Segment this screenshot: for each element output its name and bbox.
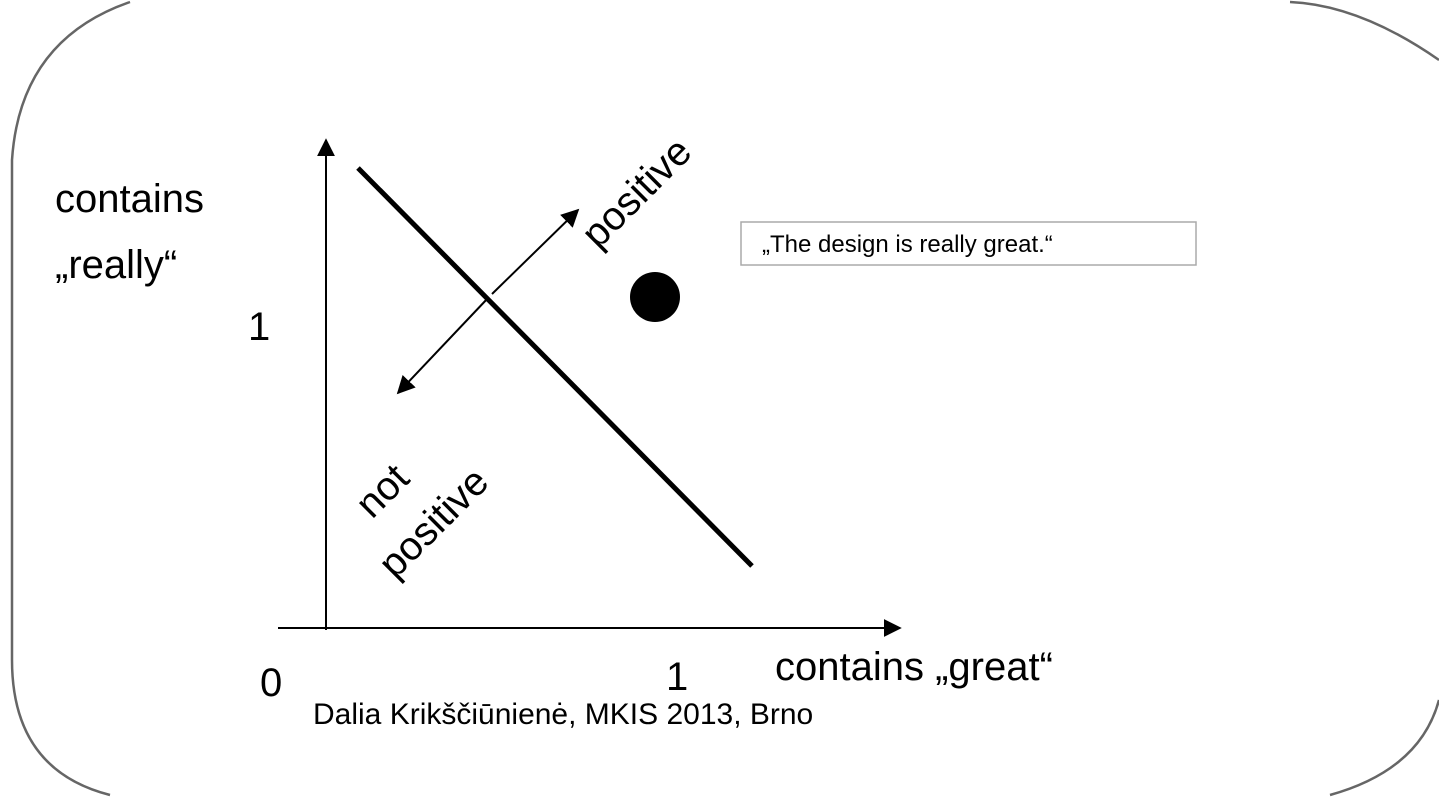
y-tick-label: 1 — [248, 305, 270, 349]
y-axis-label: contains — [55, 177, 204, 221]
example-box — [740, 221, 1197, 266]
x-tick-label: 1 — [666, 655, 688, 699]
example-text: „The design is really great.“ — [762, 231, 1053, 258]
y-axis-label: „really“ — [55, 243, 177, 287]
x-axis-label: contains „great“ — [775, 645, 1053, 689]
decision-line — [356, 166, 754, 568]
footer: Dalia Krikščiūnienė, MKIS 2013, Brno — [313, 698, 813, 731]
arrow-positive — [491, 208, 580, 295]
region-label: positive — [573, 129, 700, 256]
arrow-negative — [396, 297, 489, 395]
example-point — [630, 272, 680, 322]
frame — [10, 0, 1439, 797]
region-label: not — [347, 456, 417, 526]
origin-label: 0 — [260, 661, 282, 705]
